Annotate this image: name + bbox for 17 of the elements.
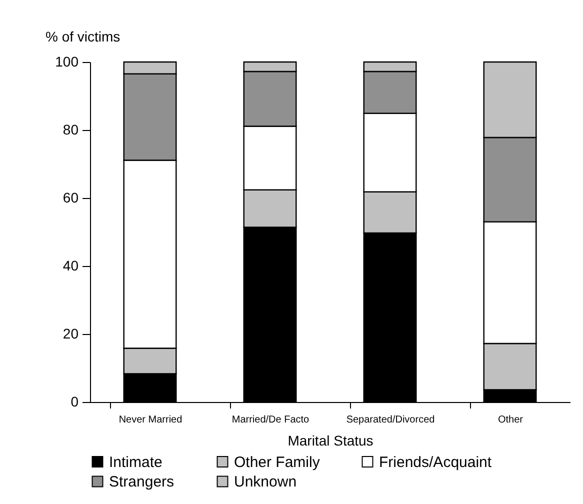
y-tick-label: 40 [62,258,79,274]
legend-label: Friends/Acquaint [379,454,492,471]
y-tick-label: 60 [62,190,79,206]
x-tick-label: Married/De Facto [232,414,310,426]
y-axis-title: % of victims [46,28,120,44]
y-tick-label: 80 [62,122,79,138]
x-axis-title: Marital Status [288,432,374,448]
legend-label: Other Family [234,454,320,471]
x-tick-label: Other [498,414,524,426]
y-tick-label: 100 [55,54,79,70]
legend-label: Strangers [109,474,174,490]
x-tick-label: Separated/Divorced [346,414,435,426]
legend-label: Intimate [109,454,162,471]
legend-label: Unknown [234,474,297,490]
y-tick-label: 0 [70,394,79,410]
y-tick-label: 20 [62,326,79,342]
x-tick-label: Never Married [118,414,182,426]
